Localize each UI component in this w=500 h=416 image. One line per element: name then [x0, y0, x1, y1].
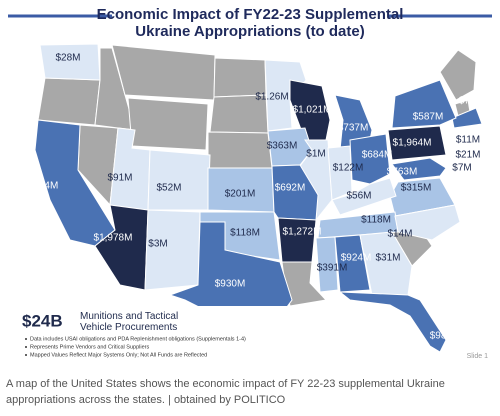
state — [327, 145, 353, 201]
map-slide: Economic Impact of FY22-23 Supplemental … — [8, 5, 492, 360]
state-value-label: $1M — [306, 149, 325, 160]
state-value-label: $201M — [225, 189, 256, 200]
state-value-label: $684M — [362, 150, 393, 161]
state-value-label: $391M — [317, 263, 348, 274]
legend-note: Mapped Values Reflect Major Systems Only… — [30, 352, 207, 358]
legend-note: Data includes USAI obligations and PDA R… — [30, 336, 246, 342]
state-value-label: $363M — [267, 141, 298, 152]
state — [147, 149, 211, 211]
state-value-label: $14M — [387, 229, 412, 240]
bullet — [25, 338, 27, 340]
state-value-label: $52M — [156, 183, 181, 194]
state-value-label: $762M — [459, 96, 490, 107]
title: Ukraine Appropriations (to date) — [135, 23, 364, 40]
state-value-label: $56M — [346, 191, 371, 202]
state — [359, 231, 413, 296]
state-value-label: $118M — [230, 228, 260, 239]
state — [315, 236, 339, 293]
state-value-label: $122M — [333, 163, 364, 174]
state-value-label: $28M — [55, 53, 80, 64]
state-value-label: $11M — [456, 135, 480, 146]
state-value-label: $118M — [361, 215, 391, 226]
state-value-label: $724M — [28, 181, 59, 192]
state — [207, 131, 273, 169]
state-value-label: $1,021M — [293, 105, 332, 116]
state-value-label: $763M — [387, 167, 418, 178]
state-value-label: $930M — [215, 279, 246, 290]
state-value-label: $1,964M — [393, 138, 432, 149]
state — [338, 291, 447, 353]
state — [387, 125, 447, 161]
state — [39, 43, 101, 81]
state — [391, 79, 457, 129]
state — [451, 107, 483, 129]
state-value-label: $21M — [455, 150, 480, 161]
state — [144, 209, 201, 291]
title: Economic Impact of FY22-23 Supplemental — [97, 6, 404, 23]
state — [331, 177, 397, 216]
legend-heading: Munitions and Tactical Vehicle Procuremen… — [80, 311, 178, 333]
state — [439, 49, 477, 101]
legend-total: $24B — [22, 311, 63, 330]
bullet — [25, 354, 27, 356]
caption: A map of the United States shows the eco… — [6, 378, 445, 406]
slide-number: Slide 1 — [467, 353, 489, 360]
state — [349, 133, 391, 185]
bullet — [25, 346, 27, 348]
state-value-label: $1,272M — [283, 227, 322, 238]
state-value-label: $737M — [338, 123, 369, 134]
legend-note: Represents Prime Vendors and Critical Su… — [30, 344, 149, 350]
state-value-label: $924M — [341, 253, 372, 264]
state-value-label: $31M — [375, 253, 400, 264]
state-value-label: $7M — [452, 163, 471, 174]
state-value-label: $987M — [430, 331, 461, 342]
state — [394, 204, 461, 241]
labels: $28M $1.26M $1,021M $762M $587M $737M $363M $1,… — [28, 53, 490, 342]
state-value-label: $91M — [107, 173, 132, 184]
states — [34, 43, 483, 353]
state-value-label: $3M — [148, 239, 167, 250]
legend-box — [14, 306, 294, 360]
state — [111, 44, 216, 101]
state-value-label: $587M — [413, 112, 444, 123]
state-value-label: $692M — [275, 183, 306, 194]
state-value-label: $315M — [401, 183, 432, 194]
state — [127, 97, 209, 151]
state-value-label: $1.26M — [255, 92, 288, 103]
state-value-label: $1,978M — [94, 233, 133, 244]
state — [277, 217, 317, 263]
state — [334, 234, 371, 293]
state — [37, 77, 101, 126]
state — [391, 157, 447, 181]
